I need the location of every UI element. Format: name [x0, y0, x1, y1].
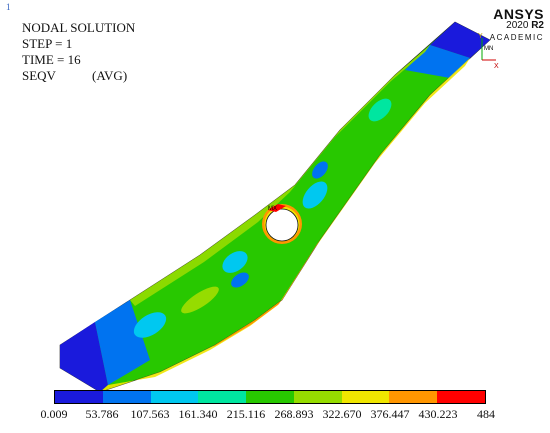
legend-label-1: 53.786 — [85, 407, 119, 421]
legend-label-0: 0.009 — [40, 407, 68, 421]
averaging-label: (AVG) — [92, 68, 128, 83]
legend-label-4: 215.116 — [226, 407, 266, 421]
hole-max-spot — [268, 204, 286, 212]
brand-name: ANSYS — [493, 6, 544, 22]
result-type-label: SEQV — [22, 68, 56, 83]
legend-swatch-0 — [55, 391, 103, 403]
bottom-end-zone — [60, 322, 108, 392]
step-label: STEP = 1 — [22, 36, 73, 51]
patch-3 — [231, 272, 249, 288]
patch-6 — [368, 98, 392, 122]
solution-title: NODAL SOLUTION — [22, 20, 136, 35]
legend-swatch-8 — [437, 391, 486, 403]
legend-label-6: 322.670 — [322, 407, 362, 421]
window-number: 1 — [6, 2, 11, 12]
patch-4 — [302, 181, 328, 209]
legend-label-5: 268.893 — [274, 407, 314, 421]
top-end-shade — [405, 45, 470, 78]
contour-legend-labels: 0.009 53.786 107.563 161.340 215.116 268.893 3… — [35, 407, 535, 421]
upper-edge-band — [130, 45, 430, 306]
contour-legend-bar — [54, 390, 486, 404]
result-info-block: NODAL SOLUTION STEP = 1 TIME = 16 SEQV (… — [22, 20, 135, 84]
time-label: TIME = 16 — [22, 52, 81, 67]
legend-label-8: 430.223 — [418, 407, 458, 421]
bottom-end-shade — [95, 300, 150, 385]
patch-5 — [312, 161, 328, 179]
legend-swatch-6 — [341, 391, 390, 403]
legend-swatch-3 — [198, 391, 247, 403]
top-end-zone — [430, 22, 490, 58]
coordinate-triad-icon: Y X — [478, 33, 499, 70]
patch-2 — [222, 251, 248, 273]
brand-edition: ACADEMIC — [489, 33, 544, 42]
patch-1 — [133, 312, 167, 338]
patch-7 — [181, 286, 219, 314]
hole — [265, 208, 299, 242]
triad-y-label: Y — [478, 33, 483, 40]
legend-swatch-4 — [246, 391, 294, 403]
ansys-logo: ANSYS 2020 R2 ACADEMIC — [490, 6, 544, 42]
legend-label-7: 376.447 — [370, 407, 410, 421]
mn-marker: MN — [484, 46, 493, 52]
legend-label-9: 484 — [477, 407, 495, 421]
legend-swatch-7 — [389, 391, 438, 403]
legend-swatch-5 — [293, 391, 342, 403]
triad-x-label: X — [494, 63, 499, 70]
legend-swatch-2 — [150, 391, 199, 403]
legend-label-3: 161.340 — [178, 407, 218, 421]
legend-label-2: 107.563 — [130, 407, 170, 421]
mx-marker: MX — [268, 206, 277, 212]
legend-swatch-1 — [102, 391, 151, 403]
brand-version: 2020 R2 — [506, 20, 544, 31]
